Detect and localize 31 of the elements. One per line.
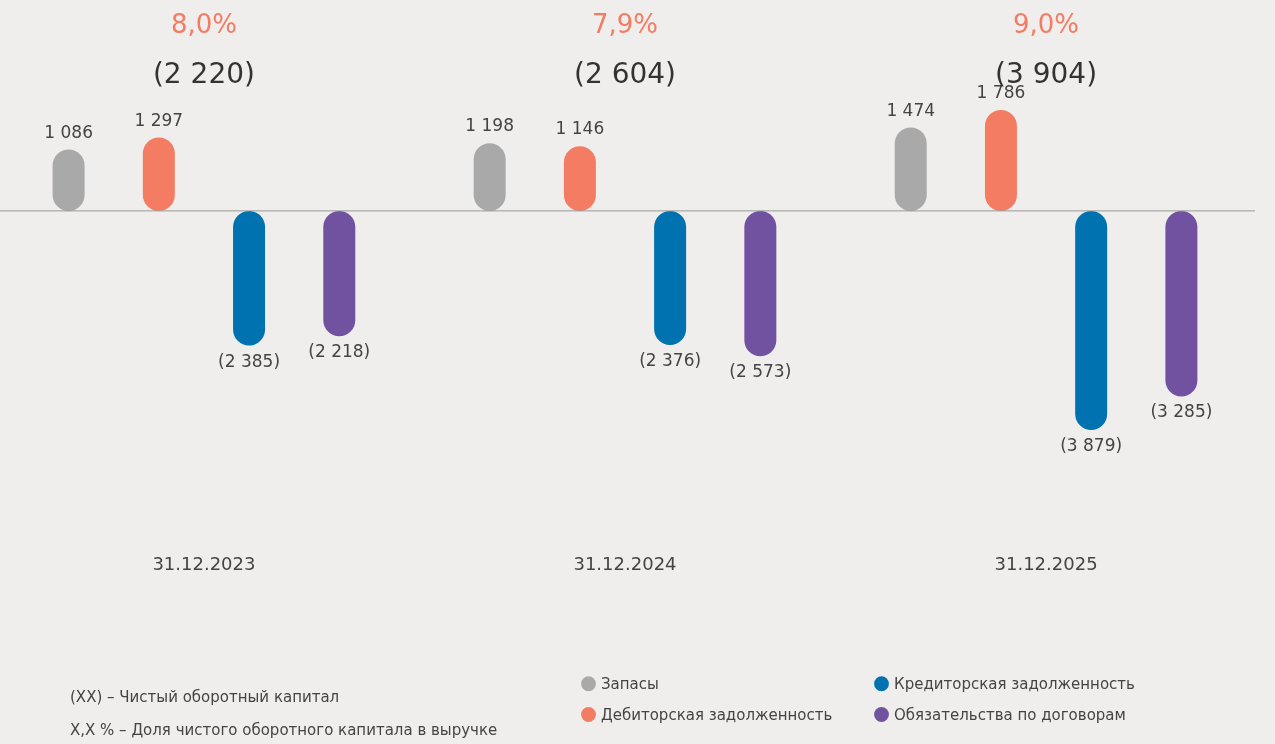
- data-label: 1 474: [886, 99, 936, 120]
- data-label: (2 218): [308, 341, 371, 362]
- data-label: 1 146: [555, 118, 605, 139]
- data-label: 1 297: [134, 109, 184, 130]
- legend-label: Дебиторская задолженность: [601, 705, 833, 724]
- legend-label: Запасы: [601, 674, 659, 693]
- legend-label: Обязательства по договорам: [894, 705, 1126, 724]
- bar: [654, 210, 687, 346]
- data-label: (2 376): [639, 350, 702, 371]
- text: 7,9%: [591, 9, 659, 39]
- x-tick-label: 31.12.2025: [994, 552, 1098, 574]
- bar: [744, 210, 777, 357]
- text: 8,0%: [170, 9, 237, 39]
- x-tick-label: 31.12.2024: [573, 552, 677, 574]
- legend-label: Кредиторская задолженность: [894, 674, 1135, 693]
- text: (2 220): [152, 57, 255, 90]
- data-label: (3 879): [1060, 435, 1123, 455]
- bar: [233, 210, 266, 346]
- x-tick-label: 31.12.2023: [152, 552, 256, 574]
- bar: [1165, 210, 1198, 397]
- text: (2 604): [573, 57, 677, 90]
- text: (XX) – Чистый оборотный капитал: [70, 688, 340, 706]
- data-label: (3 285): [1150, 401, 1213, 422]
- text: X,X % – Доля чистого оборотного капитала в выручке: [70, 721, 498, 739]
- bar: [1075, 210, 1108, 430]
- bar: [323, 210, 356, 337]
- data-label: 1 086: [44, 121, 93, 142]
- text: 9,0%: [1013, 9, 1080, 39]
- data-label: (2 573): [729, 361, 792, 382]
- data-label: (2 385): [218, 350, 281, 371]
- data-label: 1 198: [465, 115, 514, 136]
